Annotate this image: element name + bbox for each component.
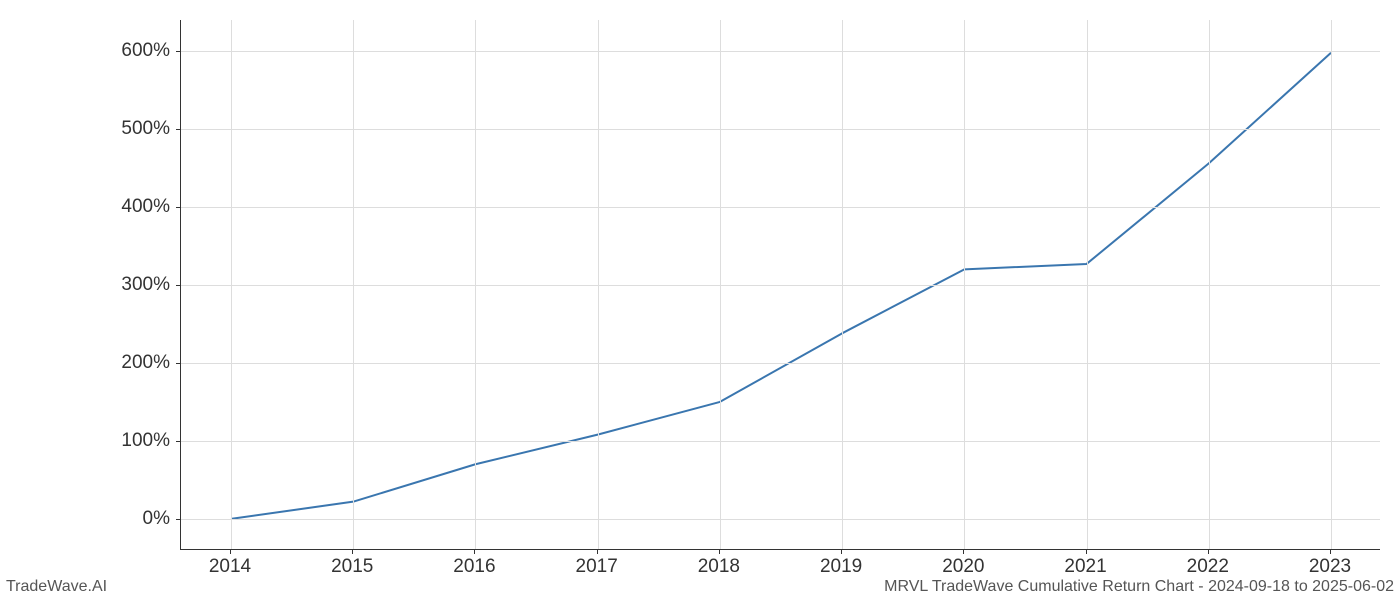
gridline-v [353, 20, 354, 549]
x-tick-label: 2019 [820, 556, 862, 578]
x-tick-mark [1330, 550, 1331, 554]
gridline-v [1087, 20, 1088, 549]
y-tick-mark [176, 519, 180, 520]
y-tick-label: 200% [90, 352, 170, 374]
gridline-v [231, 20, 232, 549]
x-tick-mark [1208, 550, 1209, 554]
x-tick-label: 2014 [209, 556, 251, 578]
y-tick-label: 600% [90, 40, 170, 62]
gridline-v [720, 20, 721, 549]
x-tick-label: 2023 [1309, 556, 1351, 578]
x-tick-label: 2018 [698, 556, 740, 578]
gridline-h [181, 519, 1380, 520]
y-tick-label: 0% [90, 508, 170, 530]
gridline-v [1331, 20, 1332, 549]
gridline-h [181, 363, 1380, 364]
x-tick-mark [1086, 550, 1087, 554]
y-tick-label: 400% [90, 196, 170, 218]
x-tick-mark [719, 550, 720, 554]
y-tick-label: 500% [90, 118, 170, 140]
x-tick-label: 2017 [576, 556, 618, 578]
x-tick-label: 2020 [942, 556, 984, 578]
x-tick-mark [230, 550, 231, 554]
y-tick-label: 300% [90, 274, 170, 296]
x-tick-label: 2016 [453, 556, 495, 578]
footer-left-text: TradeWave.AI [6, 578, 107, 596]
y-tick-mark [176, 51, 180, 52]
gridline-h [181, 207, 1380, 208]
y-tick-label: 100% [90, 430, 170, 452]
x-tick-label: 2021 [1064, 556, 1106, 578]
gridline-h [181, 129, 1380, 130]
y-tick-mark [176, 441, 180, 442]
chart-container [180, 20, 1380, 550]
x-tick-mark [352, 550, 353, 554]
y-tick-mark [176, 129, 180, 130]
gridline-h [181, 285, 1380, 286]
gridline-v [842, 20, 843, 549]
y-tick-mark [176, 363, 180, 364]
gridline-v [1209, 20, 1210, 549]
y-tick-mark [176, 285, 180, 286]
gridline-h [181, 51, 1380, 52]
footer-right-text: MRVL TradeWave Cumulative Return Chart -… [884, 578, 1394, 596]
gridline-v [475, 20, 476, 549]
x-tick-mark [841, 550, 842, 554]
x-tick-label: 2022 [1187, 556, 1229, 578]
x-tick-mark [474, 550, 475, 554]
y-tick-mark [176, 207, 180, 208]
plot-area [180, 20, 1380, 550]
gridline-v [964, 20, 965, 549]
x-tick-mark [963, 550, 964, 554]
x-tick-mark [597, 550, 598, 554]
x-tick-label: 2015 [331, 556, 373, 578]
gridline-v [598, 20, 599, 549]
gridline-h [181, 441, 1380, 442]
